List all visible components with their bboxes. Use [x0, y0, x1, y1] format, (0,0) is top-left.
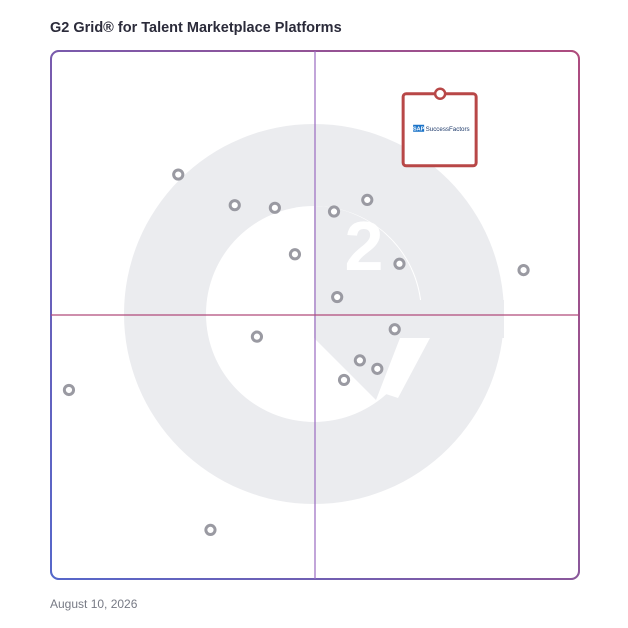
product-point-7[interactable] — [393, 257, 406, 270]
product-point-12[interactable] — [353, 354, 366, 367]
product-point-10[interactable] — [250, 330, 264, 343]
featured-product-point[interactable] — [433, 87, 447, 101]
product-point-3[interactable] — [268, 201, 281, 214]
data-points — [62, 168, 530, 536]
product-point-15[interactable] — [62, 383, 76, 397]
g2-watermark-logo: 2 2 — [124, 124, 504, 504]
product-point-1[interactable] — [172, 168, 185, 181]
product-point-4[interactable] — [327, 205, 341, 218]
product-point-9[interactable] — [331, 290, 344, 304]
sap-logo-text: SAP — [413, 126, 425, 132]
product-point-16[interactable] — [204, 523, 217, 536]
report-date: August 10, 2026 — [50, 597, 138, 611]
product-point-2[interactable] — [228, 199, 241, 212]
featured-product[interactable]: SAP SuccessFactors — [401, 87, 478, 168]
sap-logo-badge — [413, 124, 425, 132]
product-point-11[interactable] — [388, 323, 401, 336]
product-point-6[interactable] — [288, 248, 302, 261]
featured-product-label: SuccessFactors — [426, 126, 470, 133]
product-point-14[interactable] — [337, 373, 351, 387]
svg-text:2: 2 — [345, 207, 384, 285]
product-point-8[interactable] — [517, 264, 530, 277]
product-point-5[interactable] — [361, 193, 374, 206]
chart-title: G2 Grid® for Talent Marketplace Platform… — [50, 20, 342, 36]
product-point-13[interactable] — [371, 362, 384, 375]
